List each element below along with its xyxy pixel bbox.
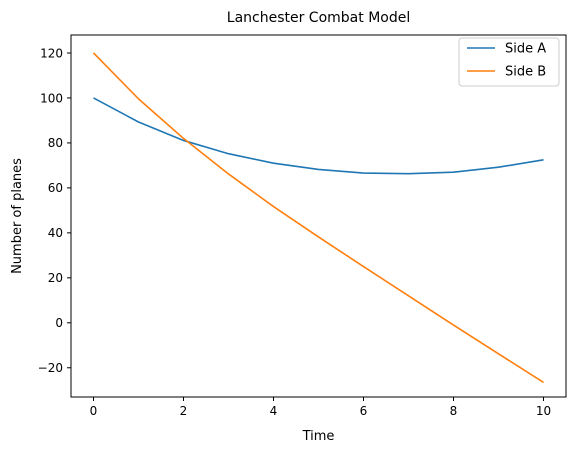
x-tick-label: 2 xyxy=(180,404,188,418)
series-line-side-b xyxy=(92,52,544,384)
legend-label-side-a: Side A xyxy=(505,42,546,57)
x-tick-label: 4 xyxy=(270,404,278,418)
chart-title: Lanchester Combat Model xyxy=(227,10,410,26)
y-tick-label: 0 xyxy=(55,316,63,330)
axes-layer xyxy=(70,34,567,398)
legend: Side A Side B xyxy=(458,37,560,87)
x-axis-label: Time xyxy=(302,429,335,444)
y-tick-label: 100 xyxy=(40,91,63,105)
y-tick-label: −20 xyxy=(38,361,63,375)
y-tick-label: 80 xyxy=(48,136,63,150)
y-tick-label: 120 xyxy=(40,46,63,60)
y-axis-label: Number of planes xyxy=(10,158,25,274)
y-tick-label: 20 xyxy=(48,271,63,285)
x-tick-label: 10 xyxy=(536,404,551,418)
legend-label-side-b: Side B xyxy=(505,65,546,80)
series-layer xyxy=(92,52,544,384)
y-tick-label: 40 xyxy=(48,226,63,240)
x-tick-label: 0 xyxy=(90,404,98,418)
y-axis-ticks: −20 0 20 40 60 80 100 120 xyxy=(38,46,71,375)
plot-frame xyxy=(70,34,567,398)
x-tick-label: 8 xyxy=(450,404,458,418)
x-axis-ticks: 0 2 4 6 8 10 xyxy=(90,397,551,418)
y-tick-label: 60 xyxy=(48,181,63,195)
legend-frame xyxy=(458,37,560,87)
series-line-side-a xyxy=(93,97,544,175)
x-tick-label: 6 xyxy=(360,404,368,418)
plot-area-background xyxy=(71,35,566,397)
